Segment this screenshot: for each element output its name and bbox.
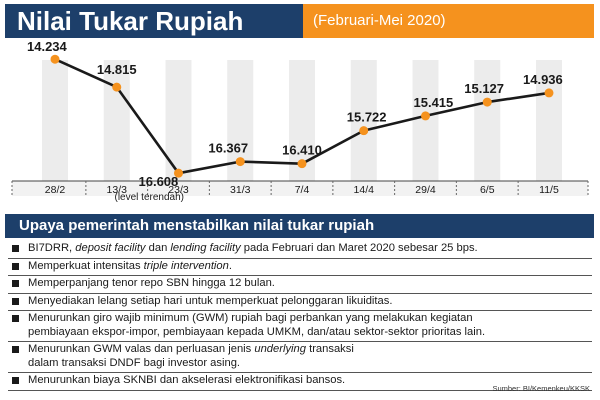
title-banner: Nilai Tukar Rupiah (Februari-Mei 2020)	[5, 4, 594, 38]
policy-item: Menyediakan lelang setiap hari untuk mem…	[8, 294, 592, 311]
item-text: BI7DRR,	[28, 242, 76, 254]
data-label: 14.234	[27, 40, 68, 54]
column-band	[536, 60, 562, 181]
chart-title: Nilai Tukar Rupiah	[17, 6, 244, 36]
item-text: Memperkuat intensitas	[28, 259, 144, 272]
source-note: Sumber: BI/Kemenkeu/KKSK	[492, 384, 590, 393]
x-tick-label: 6/5	[480, 184, 495, 196]
policy-item: Memperpanjang tenor repo SBN hingga 12 b…	[8, 276, 592, 294]
column-band	[42, 60, 68, 181]
x-tick-label: 11/5	[539, 184, 559, 196]
x-tick-label: 23/3	[168, 184, 189, 196]
policy-line: Menurunkan GWM valas dan perluasan jenis…	[28, 343, 354, 355]
item-text: Menurunkan GWM valas dan perluasan jenis	[28, 343, 255, 355]
data-point	[50, 54, 60, 64]
emphasis-text: deposit facility	[75, 242, 146, 254]
data-point	[544, 88, 554, 98]
data-point	[359, 126, 369, 136]
policy-line: Menurunkan giro wajib minimum (GWM) rupi…	[28, 312, 473, 324]
square-bullet-icon	[12, 297, 19, 305]
item-text: pada Februari dan Maret 2020 sebesar 25 …	[240, 242, 478, 254]
policy-line: Menurunkan biaya SKNBI dan akselerasi el…	[28, 374, 345, 386]
data-point	[421, 111, 430, 121]
data-label: 15.127	[464, 81, 504, 96]
item-text: dalam transaksi DNDF bagi investor asing…	[28, 356, 241, 369]
policy-line: pembiayaan ekspor-impor, pembiayaan kepa…	[28, 326, 592, 340]
policy-item: Menurunkan biaya SKNBI dan akselerasi el…	[8, 373, 592, 391]
item-text: transaksi	[305, 343, 354, 355]
policy-line: Memperpanjang tenor repo SBN hingga 12 b…	[28, 277, 275, 289]
data-label: 15.722	[347, 110, 387, 125]
x-tick-label: 7/4	[295, 184, 310, 196]
data-label: 15.415	[414, 95, 454, 110]
item-text: Menurunkan biaya SKNBI dan akselerasi el…	[28, 374, 346, 386]
policy-item: Menurunkan giro wajib minimum (GWM) rupi…	[8, 311, 592, 342]
data-label: 14.815	[97, 62, 137, 77]
policy-line: Memperkuat intensitas triple interventio…	[28, 260, 232, 272]
item-text: dan	[145, 242, 171, 254]
line-chart: 28/2 13/3 23/3 31/3 7/4 14/4 29/4 6/5 11/5 14.234…	[0, 40, 600, 212]
item-text: Menurunkan giro wajib minimum (GWM) rupi…	[28, 312, 473, 324]
data-point	[235, 157, 245, 167]
policy-line: dalam transaksi DNDF bagi investor asing…	[28, 357, 592, 371]
line-chart-svg: 28/2 13/3 23/3 31/3 7/4 14/4 29/4 6/5 11/5 14.234…	[11, 40, 589, 203]
x-tick-label: 13/3	[107, 184, 128, 196]
column-band	[103, 60, 130, 181]
data-point	[482, 97, 492, 107]
data-point	[174, 168, 183, 178]
column-band	[165, 60, 192, 181]
data-label: 16.608	[139, 174, 179, 189]
column-band	[350, 60, 377, 181]
policy-banner: Upaya pemerintah menstabilkan nilai tuka…	[5, 214, 594, 238]
x-tick-label: 29/4	[415, 184, 436, 196]
x-tick-label: 28/2	[45, 184, 66, 196]
column-band	[474, 60, 501, 181]
data-label: 14.936	[523, 72, 563, 87]
policy-item: Memperkuat intensitas triple interventio…	[8, 259, 592, 276]
square-bullet-icon	[12, 377, 19, 384]
title-banner-dark: Nilai Tukar Rupiah	[5, 4, 303, 38]
policy-line: BI7DRR, deposit facility dan lending fac…	[28, 242, 478, 254]
square-bullet-icon	[12, 245, 19, 252]
emphasis-text: underlying	[254, 343, 306, 355]
data-label: 16.410	[282, 143, 322, 158]
data-point	[297, 159, 307, 169]
column-band	[412, 60, 439, 181]
policy-line: Menyediakan lelang setiap hari untuk mem…	[28, 295, 392, 307]
square-bullet-icon	[12, 315, 19, 322]
x-axis-band	[12, 181, 588, 196]
square-bullet-icon	[12, 346, 19, 353]
x-tick-label: 31/3	[230, 184, 251, 196]
square-bullet-icon	[12, 280, 19, 287]
data-point	[112, 82, 122, 92]
item-text: Menyediakan lelang setiap hari untuk mem…	[28, 294, 393, 307]
x-tick-label: 14/4	[354, 184, 375, 196]
item-text: pembiayaan ekspor-impor, pembiayaan kepa…	[28, 325, 486, 338]
emphasis-text: lending facility	[170, 242, 241, 254]
square-bullet-icon	[12, 262, 19, 270]
emphasis-text: triple intervention	[143, 259, 229, 272]
policy-item: Menurunkan GWM valas dan perluasan jenis…	[8, 342, 592, 373]
policy-title: Upaya pemerintah menstabilkan nilai tuka…	[19, 217, 375, 234]
policy-list: BI7DRR, deposit facility dan lending fac…	[8, 241, 592, 391]
policy-item: BI7DRR, deposit facility dan lending fac…	[8, 241, 592, 259]
item-text: .	[228, 259, 232, 272]
annotation-label: (level terendah)	[115, 192, 184, 203]
chart-subtitle: (Februari-Mei 2020)	[313, 12, 446, 29]
item-text: Memperpanjang tenor repo SBN hingga 12 b…	[28, 277, 275, 289]
data-label: 16.367	[208, 141, 248, 156]
